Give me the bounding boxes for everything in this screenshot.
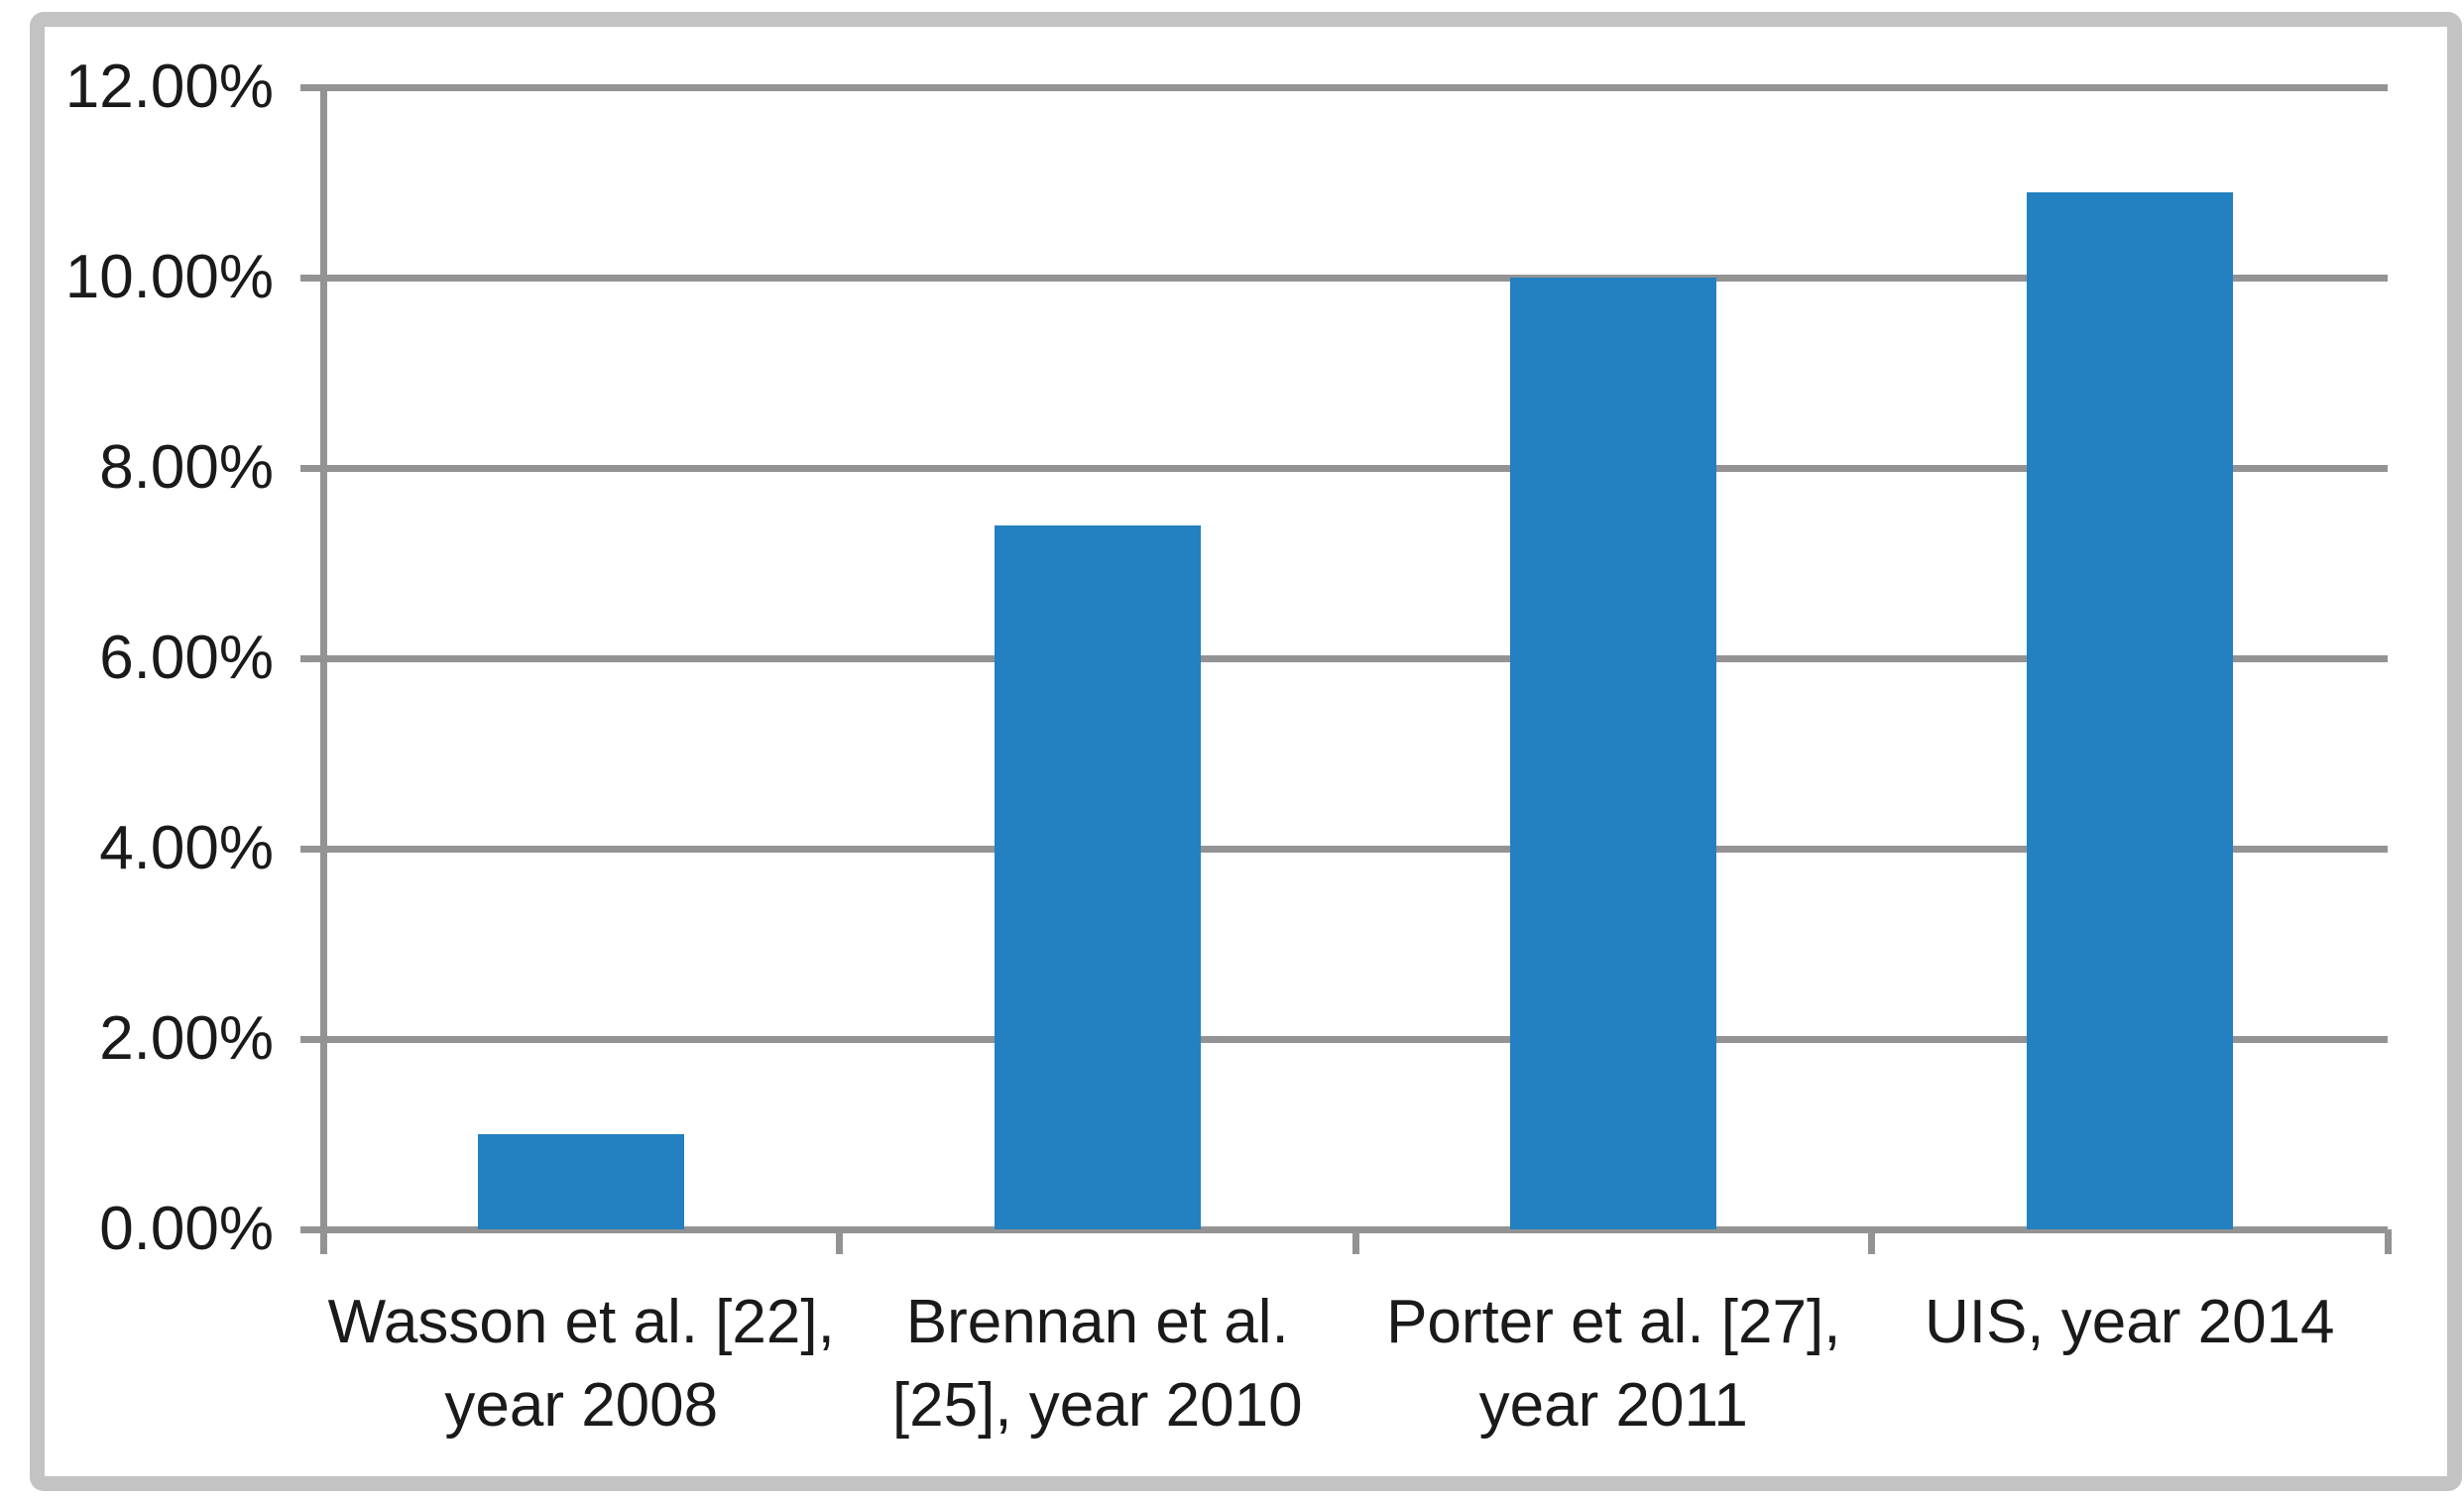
x-axis-label-line: UIS, year 2014 xyxy=(1924,1288,2335,1356)
grid-line xyxy=(300,274,2388,282)
x-axis-tick xyxy=(2384,1229,2392,1254)
grid-line xyxy=(300,654,2388,662)
x-axis-label-line: year 2011 xyxy=(1478,1371,1748,1440)
x-axis-label-line: Wasson et al. [22], xyxy=(327,1288,835,1356)
x-axis-label: UIS, year 2014 xyxy=(1872,1281,2389,1364)
x-axis-label-line: Brennan et al. xyxy=(905,1288,1289,1356)
grid-line xyxy=(300,1035,2388,1043)
x-axis-label: Porter et al. [27], year 2011 xyxy=(1355,1281,1872,1447)
bar-3 xyxy=(1510,278,1717,1229)
x-axis-label-line: Porter et al. [27], xyxy=(1386,1288,1841,1356)
grid-line xyxy=(300,83,2388,91)
grid-line xyxy=(300,845,2388,853)
y-axis-line xyxy=(319,83,327,1254)
bar-2 xyxy=(994,524,1201,1229)
grid-line xyxy=(300,1225,2388,1233)
y-axis-tick-label: 4.00% xyxy=(99,814,274,882)
y-axis-tick-label: 10.00% xyxy=(64,243,274,311)
x-axis-tick xyxy=(1868,1229,1875,1254)
x-axis-tick xyxy=(1351,1229,1359,1254)
y-axis-tick-label: 0.00% xyxy=(99,1195,274,1263)
y-axis-tick-label: 8.00% xyxy=(99,433,274,502)
x-axis-label-line: [25], year 2010 xyxy=(891,1371,1303,1440)
x-axis-label: Wasson et al. [22], year 2008 xyxy=(323,1281,840,1447)
x-axis-label-line: year 2008 xyxy=(444,1371,719,1440)
x-axis-label: Brennan et al. [25], year 2010 xyxy=(840,1281,1356,1447)
x-axis-tick xyxy=(836,1229,843,1254)
y-axis-tick-label: 12.00% xyxy=(64,53,274,121)
y-axis-tick-label: 6.00% xyxy=(99,624,274,692)
bar-1 xyxy=(478,1134,685,1229)
bar-4 xyxy=(2026,191,2233,1229)
grid-line xyxy=(300,464,2388,472)
y-axis-tick-label: 2.00% xyxy=(99,1004,274,1073)
